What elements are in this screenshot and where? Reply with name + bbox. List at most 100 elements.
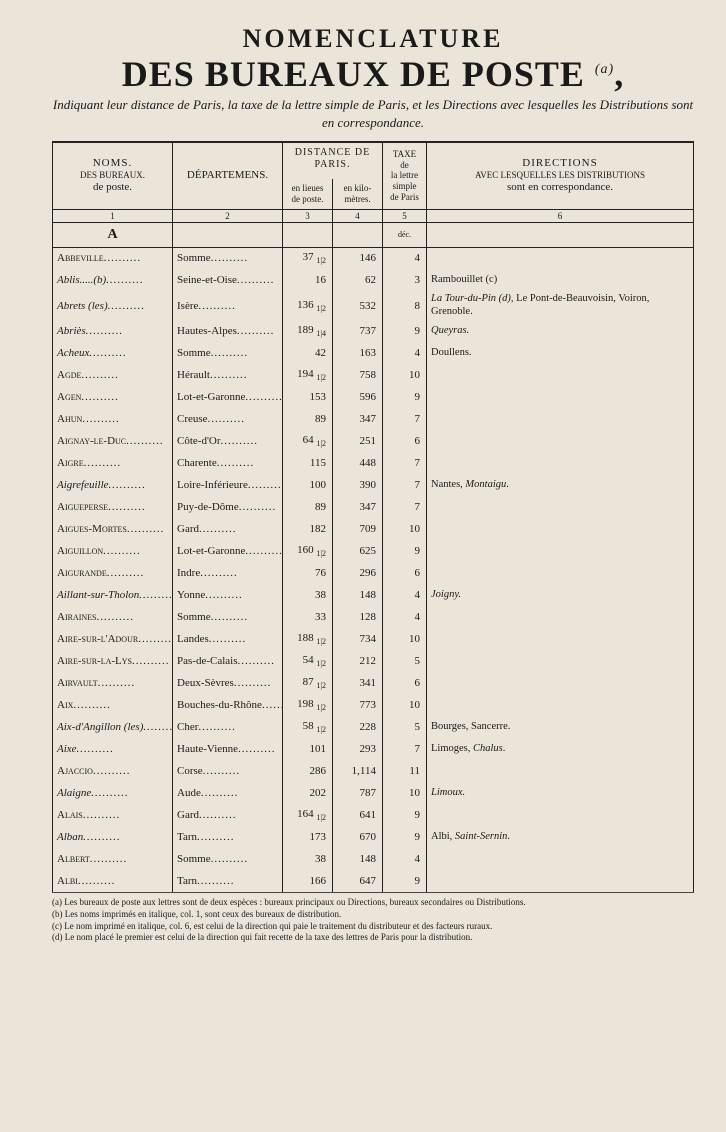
cell-nom: Aigrefeuille [53,474,173,496]
cell-nom: Airaines [53,606,173,628]
cell-dep: Charente [173,452,283,474]
cell-km: 62 [333,269,383,291]
cell-lieues: 198 1|2 [283,694,333,716]
col1-sub2: de poste. [55,181,170,194]
cell-dep: Pas-de-Calais [173,650,283,672]
empty-cell [333,222,383,247]
colnum-1: 1 [53,209,173,222]
table-row: AlaigneAude20278710Limoux. [53,782,694,804]
cell-taxe: 10 [383,782,427,804]
table-row: Abrets (les)Isère136 1|25328La Tour-du-P… [53,291,694,320]
cell-directions [427,386,694,408]
cell-dep: Yonne [173,584,283,606]
table-row: AlaisGard164 1|26419 [53,804,694,826]
cell-taxe: 6 [383,672,427,694]
colnum-6: 6 [427,209,694,222]
cell-km: 641 [333,804,383,826]
cell-nom: Albi [53,870,173,892]
col5-l5: de Paris [385,192,424,203]
cell-km: 212 [333,650,383,672]
col4-l1: en kilo- [335,183,380,194]
cell-lieues: 160 1|2 [283,540,333,562]
cell-dep: Hérault [173,364,283,386]
cell-nom: Ablis.....(b) [53,269,173,291]
cell-taxe: 9 [383,804,427,826]
cell-dep: Hautes-Alpes [173,320,283,342]
col-header-dir: DIRECTIONS AVEC LESQUELLES LES DISTRIBUT… [427,143,694,209]
table-row: AirainesSomme331284 [53,606,694,628]
colnum-4: 4 [333,209,383,222]
cell-nom: Alaigne [53,782,173,804]
cell-lieues: 115 [283,452,333,474]
cell-nom: Aigues-Mortes [53,518,173,540]
cell-dep: Loire-Inférieure [173,474,283,496]
cell-km: 296 [333,562,383,584]
cell-km: 228 [333,716,383,738]
cell-lieues: 87 1|2 [283,672,333,694]
colnum-2: 2 [173,209,283,222]
section-letter-row: A déc. [53,222,694,247]
cell-lieues: 89 [283,408,333,430]
footnote-a: (a) Les bureaux de poste aux lettres son… [52,897,694,909]
cell-dep: Seine-et-Oise [173,269,283,291]
cell-km: 625 [333,540,383,562]
cell-dep: Gard [173,518,283,540]
cell-lieues: 189 1|4 [283,320,333,342]
cell-taxe: 10 [383,694,427,716]
table-row: AlbiTarn1666479 [53,870,694,892]
cell-lieues: 286 [283,760,333,782]
table-row: AbbevilleSomme37 1|21464 [53,247,694,269]
cell-lieues: 153 [283,386,333,408]
cell-km: 787 [333,782,383,804]
footnote-c: (c) Le nom imprimé en italique, col. 6, … [52,921,694,933]
cell-dep: Lot-et-Garonne [173,540,283,562]
table-row: Aigues-MortesGard18270910 [53,518,694,540]
cell-km: 251 [333,430,383,452]
cell-nom: Ajaccio [53,760,173,782]
cell-directions: Rambouillet (c) [427,269,694,291]
table-body: A déc. AbbevilleSomme37 1|21464Ablis....… [53,222,694,892]
table-row: AbrièsHautes-Alpes189 1|47379Queyras. [53,320,694,342]
cell-km: 347 [333,408,383,430]
table-container: NOMS. DES BUREAUX. de poste. DÉPARTEMENS… [52,141,694,893]
cell-km: 737 [333,320,383,342]
col-header-lieues: en lieues de poste. [283,179,333,209]
bureaux-table: NOMS. DES BUREAUX. de poste. DÉPARTEMENS… [52,143,694,892]
table-row: Aire-sur-la-LysPas-de-Calais54 1|22125 [53,650,694,672]
col5-l2: de [385,160,424,171]
table-row: AirvaultDeux-Sèvres87 1|23416 [53,672,694,694]
cell-directions: Joigny. [427,584,694,606]
cell-lieues: 76 [283,562,333,584]
cell-nom: Abbeville [53,247,173,269]
table-row: Aire-sur-l'AdourLandes188 1|273410 [53,628,694,650]
cell-dep: Tarn [173,826,283,848]
cell-directions [427,870,694,892]
cell-taxe: 5 [383,650,427,672]
table-row: AgdeHérault194 1|275810 [53,364,694,386]
cell-km: 146 [333,247,383,269]
cell-taxe: 9 [383,540,427,562]
column-numbers-row: 1 2 3 4 5 6 [53,209,694,222]
cell-lieues: 173 [283,826,333,848]
cell-km: 293 [333,738,383,760]
col3-l2: de poste. [285,194,330,205]
table-row: AlbertSomme381484 [53,848,694,870]
table-row: AigurandeIndre762966 [53,562,694,584]
cell-km: 448 [333,452,383,474]
cell-directions: Limoux. [427,782,694,804]
cell-dep: Corse [173,760,283,782]
cell-dep: Somme [173,247,283,269]
col1-sub1: DES BUREAUX. [55,170,170,181]
cell-taxe: 9 [383,320,427,342]
table-row: AiguepersePuy-de-Dôme893477 [53,496,694,518]
table-row: AcheuxSomme421634Doullens. [53,342,694,364]
cell-nom: Aigre [53,452,173,474]
cell-directions [427,694,694,716]
title-sub: DES BUREAUX DE POSTE (a), [52,56,694,92]
cell-nom: Abrets (les) [53,291,173,320]
cell-nom: Abriès [53,320,173,342]
cell-lieues: 33 [283,606,333,628]
cell-nom: Aillant-sur-Tholon [53,584,173,606]
empty-cell [283,222,333,247]
cell-km: 148 [333,584,383,606]
